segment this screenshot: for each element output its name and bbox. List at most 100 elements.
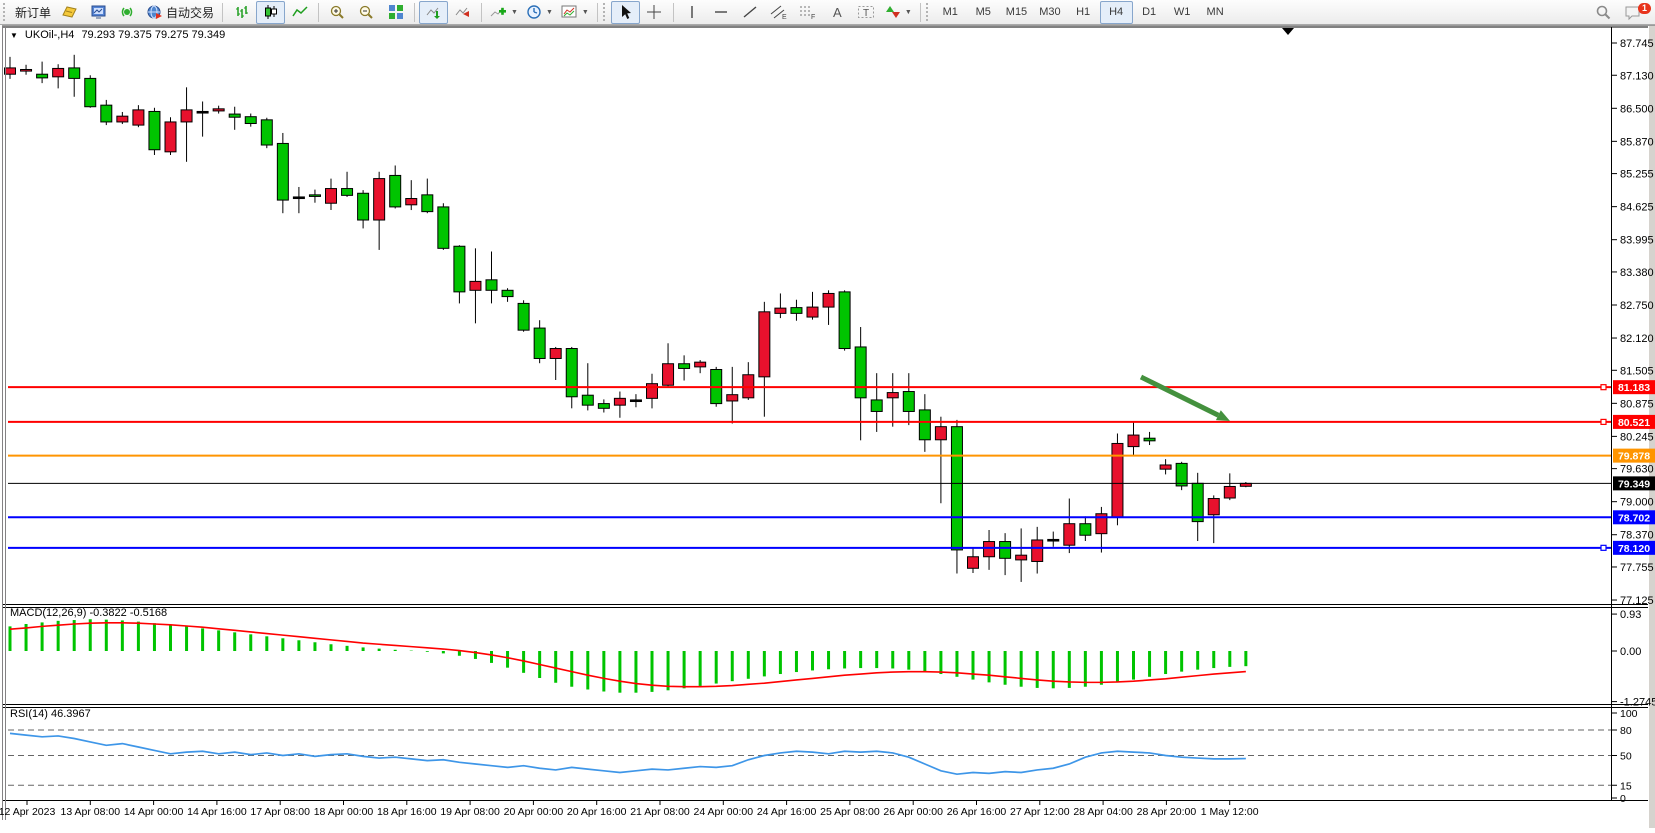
candle <box>822 290 835 325</box>
line-handle[interactable] <box>1600 384 1607 391</box>
price-badge-bg <box>1613 414 1655 429</box>
add-indicator-button[interactable]: ▼ <box>486 1 522 24</box>
timeframe-m5[interactable]: M5 <box>975 6 991 18</box>
periods-clock-icon <box>527 5 541 19</box>
timeframe-m15[interactable]: M15 <box>1005 6 1028 18</box>
price-badge-bg <box>1613 510 1655 525</box>
candle <box>694 360 707 374</box>
horizontal-line-button[interactable] <box>707 1 736 24</box>
line-handle[interactable] <box>1600 418 1607 425</box>
time-axis-label: 13 Apr 08:00 <box>61 806 121 818</box>
timeframe-h1[interactable]: H1 <box>1076 6 1091 18</box>
text-label-button[interactable]: T <box>852 1 881 24</box>
candle-body <box>501 289 514 298</box>
candle-body <box>774 307 787 314</box>
toolbar-grip <box>925 3 931 21</box>
timeframe-m30[interactable]: M30 <box>1039 6 1061 18</box>
candle-body <box>36 73 49 79</box>
candle-body <box>565 348 578 398</box>
auto-trading-button[interactable]: 自动交易 <box>142 1 218 24</box>
crosshair-button[interactable] <box>640 1 669 24</box>
ticket-button[interactable] <box>55 1 84 24</box>
signal-button[interactable] <box>113 1 142 24</box>
toolbar-grip <box>602 3 608 21</box>
macd-signal-line <box>9 622 1246 688</box>
price-tick-label: 85.870 <box>1620 136 1654 148</box>
candle <box>613 391 626 418</box>
notifications-button[interactable]: 1 <box>1618 1 1651 24</box>
candle-body <box>597 403 610 409</box>
search-button[interactable] <box>1589 1 1618 24</box>
svg-text:A: A <box>833 5 842 20</box>
timeframe-w1[interactable]: W1 <box>1173 6 1191 18</box>
market-watch-icon <box>91 5 106 19</box>
price-badge-label: 78.702 <box>1618 512 1650 524</box>
arrows-button[interactable]: ▼ <box>881 1 916 24</box>
candle <box>36 61 49 84</box>
tile-windows-button[interactable] <box>381 1 410 24</box>
zoom-out-button[interactable] <box>352 1 381 24</box>
chevron-down-icon: ▼ <box>545 8 553 16</box>
line-chart-button[interactable] <box>285 1 314 24</box>
bar-chart-button[interactable] <box>227 1 256 24</box>
timeframe-d1[interactable]: D1 <box>1142 6 1157 18</box>
separator <box>481 2 483 22</box>
timeframe-m1[interactable]: M1 <box>942 6 958 18</box>
price-badge: 80.521 <box>1613 414 1655 429</box>
toolbar: 新订单 自动交易 ▼ ▼ <box>0 0 1655 25</box>
timeframe-h4[interactable]: H4 <box>1099 0 1133 24</box>
candlestick-chart-button[interactable] <box>256 0 286 24</box>
equidistant-channel-button[interactable]: E <box>765 1 794 24</box>
time-axis-label: 17 Apr 08:00 <box>250 806 310 818</box>
new-order-button[interactable]: 新订单 <box>11 1 55 24</box>
candle <box>52 64 65 89</box>
price-badge-label: 79.349 <box>1618 478 1650 490</box>
candle <box>565 346 578 409</box>
time-axis-label: 27 Apr 12:00 <box>1010 806 1070 818</box>
zoom-in-button[interactable] <box>323 1 352 24</box>
vertical-line-button[interactable] <box>678 1 707 24</box>
candle <box>469 248 482 324</box>
candle-body <box>902 391 915 412</box>
market-watch-button[interactable] <box>84 1 113 24</box>
arrow-annotation[interactable] <box>1139 374 1230 421</box>
candle-body <box>1223 485 1236 499</box>
candle-body <box>678 363 691 369</box>
candle <box>1175 461 1188 491</box>
candle-body <box>1095 513 1108 535</box>
macd-panel: 0.93 0.00 -1.2745 <box>8 609 1655 709</box>
candle-body <box>1015 554 1028 561</box>
zoom-in-icon <box>330 5 344 19</box>
candle <box>597 399 610 413</box>
text-button[interactable]: A <box>823 1 852 24</box>
candle-body <box>164 121 177 153</box>
chart-background <box>0 25 1655 828</box>
trendline-button[interactable] <box>736 1 765 24</box>
candle <box>20 64 33 75</box>
fibonacci-button[interactable]: F <box>794 1 823 24</box>
candle-body <box>308 194 321 197</box>
separator <box>414 2 416 22</box>
timeframe-mn[interactable]: MN <box>1206 6 1224 18</box>
candle-body <box>886 392 899 399</box>
line-handle[interactable] <box>1600 544 1607 551</box>
candle-body <box>1063 523 1076 546</box>
trendline-icon <box>743 6 757 18</box>
candle <box>116 111 129 125</box>
candle <box>1095 506 1108 553</box>
rsi-tick-label: 0 <box>1620 793 1626 805</box>
candle-body <box>276 142 289 201</box>
candle <box>758 301 771 417</box>
price-badge-bg <box>1613 448 1655 463</box>
templates-button[interactable]: ▼ <box>557 1 593 24</box>
auto-scroll-button[interactable] <box>419 0 449 24</box>
chart-shift-button[interactable] <box>448 1 477 24</box>
periods-button[interactable]: ▼ <box>522 1 557 24</box>
candle <box>934 416 947 504</box>
cursor-button[interactable] <box>610 0 640 24</box>
arrow-shaft <box>1139 374 1220 418</box>
candle-body <box>68 67 81 79</box>
arrow-head-icon <box>1215 410 1230 421</box>
